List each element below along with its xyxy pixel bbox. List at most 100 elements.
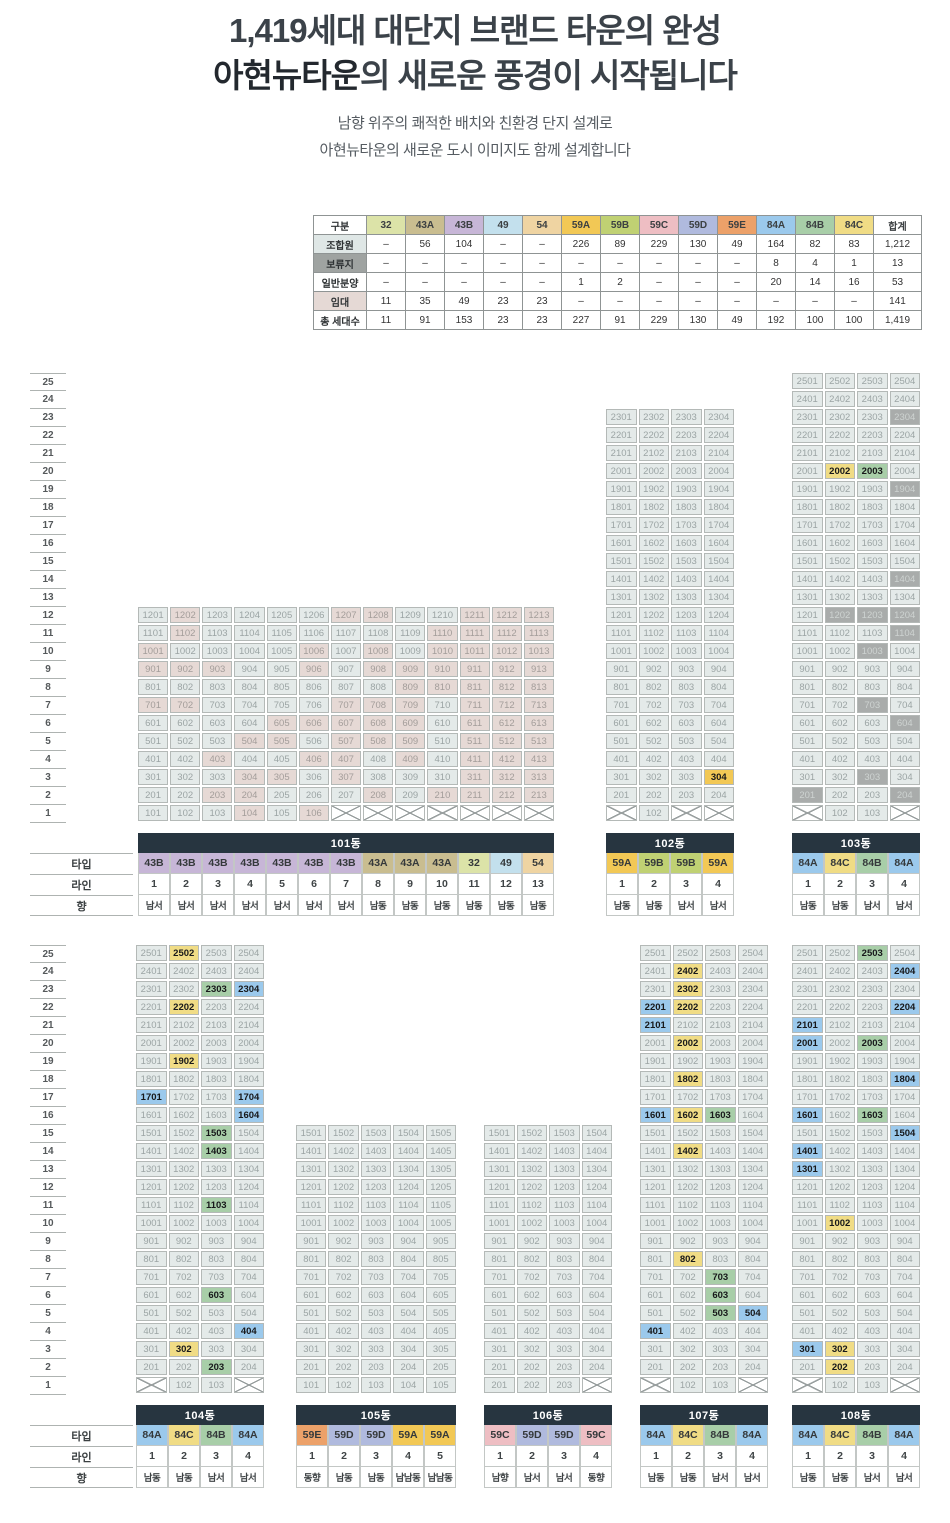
unit-cell: 902 xyxy=(824,1233,855,1249)
summary-value-cell: – xyxy=(483,253,523,273)
footer-line-cell: 1 xyxy=(296,1446,328,1467)
unit-cell: 1301 xyxy=(606,589,637,605)
floor-axis-label: 19 xyxy=(30,1053,66,1071)
unit-cell: 2104 xyxy=(703,445,734,461)
unit-cell: 1704 xyxy=(889,1089,920,1105)
footer-row-label: 타입 xyxy=(30,1425,133,1446)
unit-cell: 301 xyxy=(640,1341,671,1357)
unit-cell: 301 xyxy=(606,769,637,785)
unit-cell: 1110 xyxy=(427,625,458,641)
unit-cell: 1902 xyxy=(672,1053,703,1069)
unit-cell: 1601 xyxy=(792,535,823,551)
unit-cell: 1111 xyxy=(459,625,490,641)
unit-cell: 1502 xyxy=(328,1125,359,1141)
unit-cell: 104 xyxy=(234,805,265,821)
footer-type-cell: 59C xyxy=(484,1425,516,1446)
unit-cell: 802 xyxy=(516,1251,547,1267)
floor-axis-label: 25 xyxy=(30,373,66,391)
summary-row-label: 총 세대수 xyxy=(313,310,367,330)
unit-cell: 2401 xyxy=(136,963,167,979)
unit-cell: 1903 xyxy=(705,1053,736,1069)
unit-cell: 1504 xyxy=(233,1125,264,1141)
unit-cell: 1403 xyxy=(671,571,702,587)
unit-cell: 304 xyxy=(889,1341,920,1357)
footer-direction-cell: 남서 xyxy=(516,1467,548,1488)
summary-value-cell: – xyxy=(600,253,640,273)
unit-cell: 1404 xyxy=(393,1143,424,1159)
unit-cell: 403 xyxy=(202,751,233,767)
unit-cell: 805 xyxy=(266,679,297,695)
unit-cell: 2301 xyxy=(606,409,637,425)
unit-cell: 503 xyxy=(360,1305,392,1321)
unit-cell: 2401 xyxy=(792,391,823,407)
unit-cell: 1203 xyxy=(705,1179,736,1195)
unit-cell: 1505 xyxy=(425,1125,456,1141)
unit-cell: 1212 xyxy=(491,607,522,623)
unit-cell: 1102 xyxy=(824,625,855,641)
unit-cell: 1401 xyxy=(792,571,823,587)
summary-value-cell: – xyxy=(483,272,523,292)
footer-line-cell: 2 xyxy=(516,1446,548,1467)
unit-cell: 1201 xyxy=(136,1179,167,1195)
unit-cell: 704 xyxy=(234,697,265,713)
unit-cell: 402 xyxy=(672,1323,703,1339)
unit-cell: 1204 xyxy=(581,1179,612,1195)
unit-cell: 1902 xyxy=(168,1053,199,1069)
unit-cell: 1207 xyxy=(330,607,362,623)
unit-cell: 709 xyxy=(395,697,426,713)
footer-type-cell: 84A xyxy=(136,1425,168,1446)
unit-cell: 2002 xyxy=(638,463,669,479)
summary-type-header: 59D xyxy=(678,215,718,235)
footer-row: 84A 84C 84B 84A xyxy=(792,1425,920,1446)
unit-cell: 2302 xyxy=(168,981,199,997)
unit-cell: 504 xyxy=(703,733,734,749)
floor-axis-label: 21 xyxy=(30,445,66,463)
unit-cell: 1804 xyxy=(703,499,734,515)
footer-line-cell: 9 xyxy=(394,874,426,895)
unit-cell: 1002 xyxy=(168,1215,199,1231)
unit-cell: 1101 xyxy=(792,1197,823,1213)
unit-cell: 308 xyxy=(363,769,394,785)
unit-cell: 201 xyxy=(640,1359,671,1375)
unit-cell: 201 xyxy=(296,1359,327,1375)
summary-value-cell: 1 xyxy=(561,272,601,292)
unit-cell: 2203 xyxy=(201,999,232,1015)
unit-cell: 1004 xyxy=(889,643,920,659)
unit-cell: 1103 xyxy=(549,1197,580,1213)
unit-cell: 804 xyxy=(889,679,920,695)
subtitle-line2: 아현뉴타운의 새로운 도시 이미지도 함께 설계합니다 xyxy=(319,142,631,159)
footer-line-cell: 2 xyxy=(170,874,202,895)
unit-cell: 901 xyxy=(792,661,823,677)
unit-cell: 904 xyxy=(233,1233,264,1249)
unit-cell: 1502 xyxy=(168,1125,199,1141)
unit-cell: 1504 xyxy=(581,1125,612,1141)
unit-cell: 2204 xyxy=(233,999,264,1015)
unit-cell: 801 xyxy=(792,679,823,695)
unit-cell: 2404 xyxy=(233,963,264,979)
building-grid-102동: 2301 2302 2303 2304 2201 2202 2203 2204 2101 2102… xyxy=(606,409,734,821)
unit-cell: 313 xyxy=(523,769,554,785)
unit-cell: 304 xyxy=(233,1341,264,1357)
summary-type-header: 59A xyxy=(561,215,601,235)
floor-axis-label: 22 xyxy=(30,999,66,1017)
footer-direction-cell: 남동 xyxy=(426,895,458,916)
unit-cell: 505 xyxy=(425,1305,456,1321)
summary-value-cell: – xyxy=(639,272,679,292)
unit-cell-excluded xyxy=(581,1377,612,1393)
unit-cell-excluded xyxy=(792,805,823,821)
unit-cell: 2402 xyxy=(824,391,855,407)
unit-cell: 1205 xyxy=(425,1179,456,1195)
unit-cell: 2203 xyxy=(671,427,702,443)
unit-cell-excluded xyxy=(427,805,458,821)
unit-cell: 703 xyxy=(705,1269,736,1285)
unit-cell: 904 xyxy=(889,661,920,677)
unit-cell: 1202 xyxy=(824,1179,855,1195)
title-line2: 아현뉴타운의 새로운 풍경이 시작됩니다 xyxy=(0,53,950,98)
unit-cell: 1304 xyxy=(393,1161,424,1177)
unit-cell: 1303 xyxy=(201,1161,232,1177)
unit-cell: 404 xyxy=(581,1323,612,1339)
unit-cell: 604 xyxy=(703,715,734,731)
unit-cell: 1904 xyxy=(703,481,734,497)
